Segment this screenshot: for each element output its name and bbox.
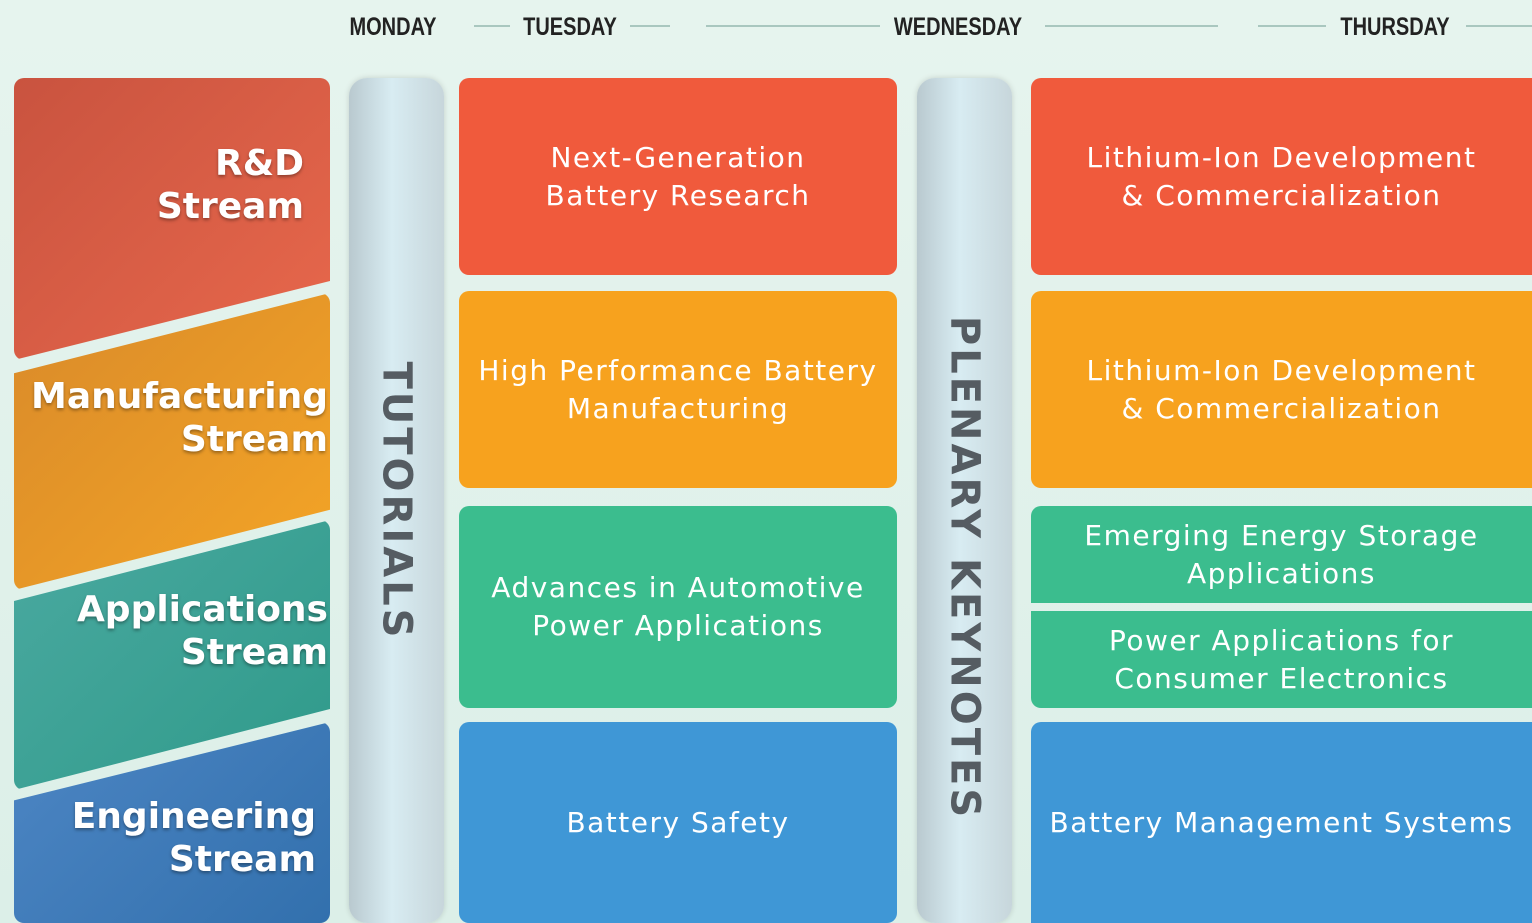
text-line: Stream: [31, 418, 328, 461]
text-line: Stream: [77, 631, 328, 674]
tutorials-pillar: TUTORIALS: [349, 78, 444, 923]
plenary-pillar: PLENARY KEYNOTES: [917, 78, 1012, 923]
text-line: Power Applications for: [1109, 622, 1454, 660]
text-line: Emerging Energy Storage: [1084, 517, 1478, 555]
text-line: Battery Research: [546, 177, 811, 215]
session: Lithium-Ion Development& Commercializati…: [1031, 78, 1532, 275]
text-line: Consumer Electronics: [1114, 660, 1448, 698]
text-line: Stream: [72, 838, 316, 881]
session: Battery Management Systems: [1031, 722, 1532, 923]
text-line: & Commercialization: [1122, 390, 1442, 428]
text-line: Battery Management Systems: [1050, 804, 1514, 842]
day: WEDNESDAY: [878, 8, 1038, 46]
text-line: Manufacturing: [567, 390, 789, 428]
day: MONDAY: [313, 8, 473, 46]
pillar-label: TUTORIALS: [374, 361, 420, 640]
text-line: Advances in Automotive: [491, 569, 864, 607]
text-line: Lithium-Ion Development: [1086, 352, 1476, 390]
text-line: Engineering: [72, 795, 316, 838]
text-line: Applications: [77, 588, 328, 631]
day: TUESDAY: [490, 8, 650, 46]
text-line: High Performance Battery: [478, 352, 877, 390]
text-line: Applications: [1187, 555, 1376, 593]
text-line: & Commercialization: [1122, 177, 1442, 215]
text-line: Lithium-Ion Development: [1086, 139, 1476, 177]
text-line: Stream: [157, 185, 304, 228]
text-line: Next-Generation: [550, 139, 805, 177]
text-line: R&D: [157, 142, 304, 185]
session: Battery Safety: [459, 722, 897, 923]
header-lines: [0, 0, 1532, 60]
page: MONDAY TUESDAY WEDNESDAY THURSDAY R&DStr…: [0, 0, 1532, 923]
text-line: Battery Safety: [566, 804, 789, 842]
day: THURSDAY: [1315, 8, 1475, 46]
pillar-label: PLENARY KEYNOTES: [942, 316, 988, 820]
text-line: Manufacturing: [31, 375, 328, 418]
session: Lithium-Ion Development& Commercializati…: [1031, 291, 1532, 488]
text-line: Power Applications: [532, 607, 824, 645]
